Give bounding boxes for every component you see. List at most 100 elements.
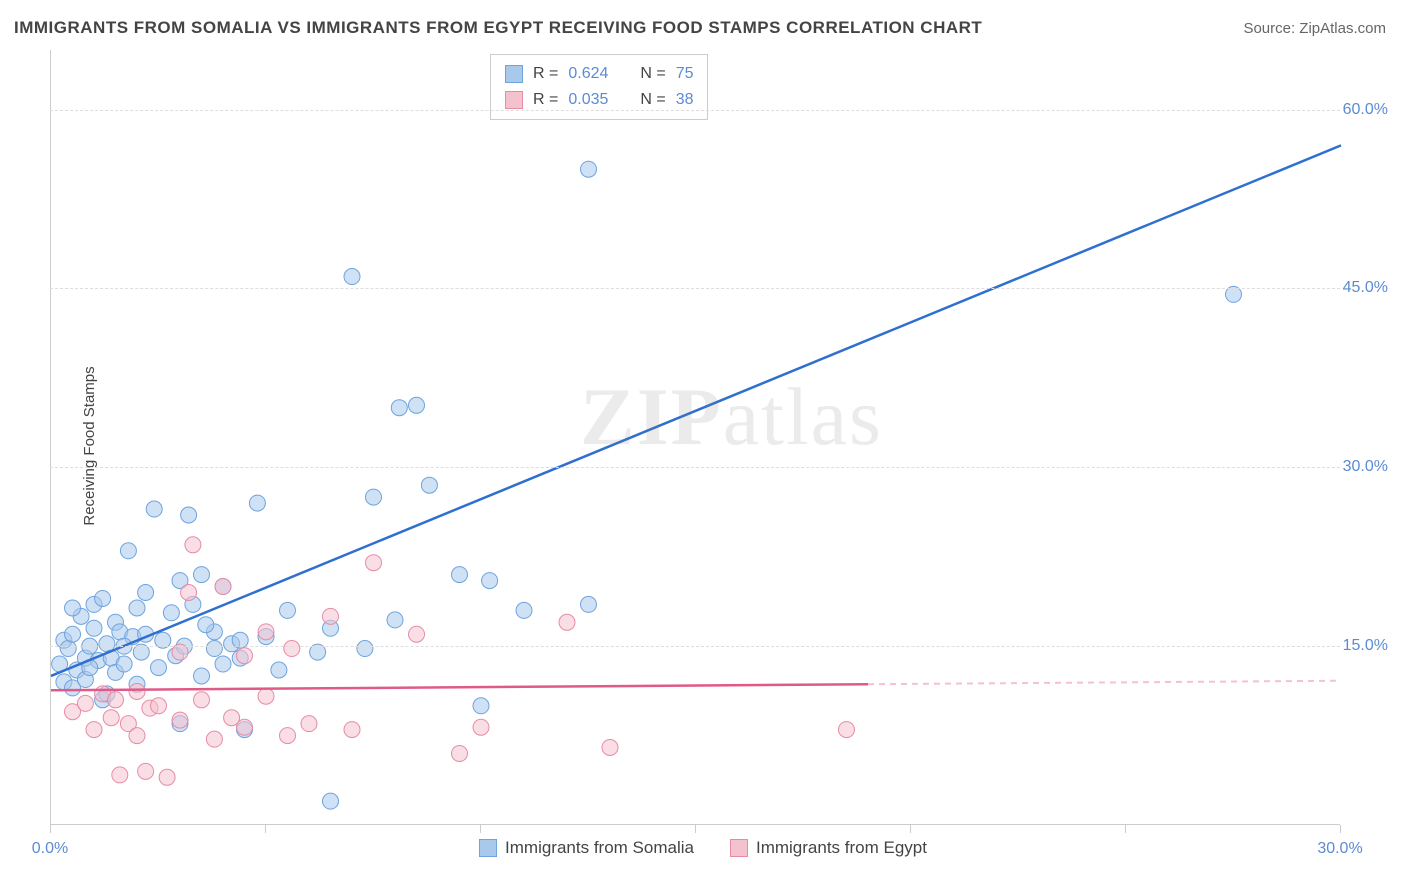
legend-series-item: Immigrants from Egypt	[730, 838, 927, 858]
scatter-point	[120, 543, 136, 559]
x-tick	[265, 825, 266, 833]
x-tick	[1125, 825, 1126, 833]
x-tick-label: 30.0%	[1317, 840, 1362, 858]
scatter-point	[237, 648, 253, 664]
scatter-point	[323, 793, 339, 809]
scatter-point	[86, 620, 102, 636]
scatter-point	[138, 585, 154, 601]
scatter-point	[473, 698, 489, 714]
x-tick	[480, 825, 481, 833]
gridline-horizontal	[50, 110, 1340, 111]
source-label: Source: ZipAtlas.com	[1243, 20, 1386, 37]
scatter-point	[206, 731, 222, 747]
scatter-point	[258, 624, 274, 640]
scatter-point	[581, 161, 597, 177]
scatter-point	[77, 695, 93, 711]
scatter-point	[116, 656, 132, 672]
scatter-point	[301, 716, 317, 732]
x-tick	[50, 825, 51, 833]
scatter-point	[391, 400, 407, 416]
scatter-point	[366, 555, 382, 571]
gridline-horizontal	[50, 288, 1340, 289]
plot-svg	[51, 50, 1341, 825]
scatter-point	[215, 656, 231, 672]
scatter-point	[409, 626, 425, 642]
scatter-point	[387, 612, 403, 628]
legend-n-value: 75	[676, 61, 694, 87]
correlation-chart-container: IMMIGRANTS FROM SOMALIA VS IMMIGRANTS FR…	[0, 0, 1406, 892]
gridline-horizontal	[50, 646, 1340, 647]
scatter-point	[185, 537, 201, 553]
scatter-point	[163, 605, 179, 621]
scatter-point	[206, 641, 222, 657]
scatter-point	[366, 489, 382, 505]
x-tick	[1340, 825, 1341, 833]
scatter-point	[482, 573, 498, 589]
y-tick-label: 45.0%	[1343, 279, 1388, 297]
scatter-point	[280, 602, 296, 618]
y-tick-label: 30.0%	[1343, 458, 1388, 476]
scatter-point	[194, 692, 210, 708]
scatter-point	[65, 626, 81, 642]
regression-line	[51, 145, 1341, 676]
scatter-point	[138, 763, 154, 779]
legend-series-label: Immigrants from Somalia	[505, 838, 694, 858]
scatter-point	[839, 722, 855, 738]
scatter-point	[129, 683, 145, 699]
scatter-point	[271, 662, 287, 678]
plot-area	[50, 50, 1340, 825]
scatter-point	[151, 660, 167, 676]
scatter-point	[344, 269, 360, 285]
legend-swatch	[479, 839, 497, 857]
scatter-point	[172, 712, 188, 728]
scatter-point	[516, 602, 532, 618]
scatter-point	[112, 767, 128, 783]
legend-r-label: R =	[533, 61, 558, 87]
x-tick-label: 0.0%	[32, 840, 68, 858]
scatter-point	[452, 567, 468, 583]
gridline-horizontal	[50, 467, 1340, 468]
legend-swatch	[505, 65, 523, 83]
scatter-point	[284, 641, 300, 657]
scatter-point	[452, 745, 468, 761]
scatter-point	[181, 507, 197, 523]
legend-series-label: Immigrants from Egypt	[756, 838, 927, 858]
x-tick	[695, 825, 696, 833]
scatter-point	[409, 397, 425, 413]
scatter-point	[108, 692, 124, 708]
legend-series-item: Immigrants from Somalia	[479, 838, 694, 858]
scatter-point	[237, 719, 253, 735]
scatter-point	[95, 590, 111, 606]
legend-n-label: N =	[640, 61, 665, 87]
scatter-point	[194, 668, 210, 684]
scatter-point	[181, 585, 197, 601]
scatter-point	[103, 710, 119, 726]
scatter-point	[151, 698, 167, 714]
scatter-point	[421, 477, 437, 493]
scatter-point	[159, 769, 175, 785]
scatter-point	[581, 596, 597, 612]
scatter-point	[258, 688, 274, 704]
scatter-point	[194, 567, 210, 583]
scatter-point	[129, 600, 145, 616]
scatter-point	[323, 608, 339, 624]
scatter-point	[146, 501, 162, 517]
y-tick-label: 15.0%	[1343, 637, 1388, 655]
legend-swatch	[505, 91, 523, 109]
x-tick	[910, 825, 911, 833]
scatter-point	[344, 722, 360, 738]
scatter-point	[559, 614, 575, 630]
legend-r-value: 0.624	[568, 61, 618, 87]
scatter-point	[198, 617, 214, 633]
scatter-point	[215, 579, 231, 595]
scatter-point	[357, 641, 373, 657]
legend-series: Immigrants from Somalia Immigrants from E…	[0, 838, 1406, 862]
scatter-point	[60, 641, 76, 657]
regression-line-solid	[51, 684, 868, 690]
scatter-point	[602, 740, 618, 756]
y-tick-label: 60.0%	[1343, 101, 1388, 119]
scatter-point	[473, 719, 489, 735]
scatter-point	[280, 728, 296, 744]
scatter-point	[249, 495, 265, 511]
legend-swatch	[730, 839, 748, 857]
